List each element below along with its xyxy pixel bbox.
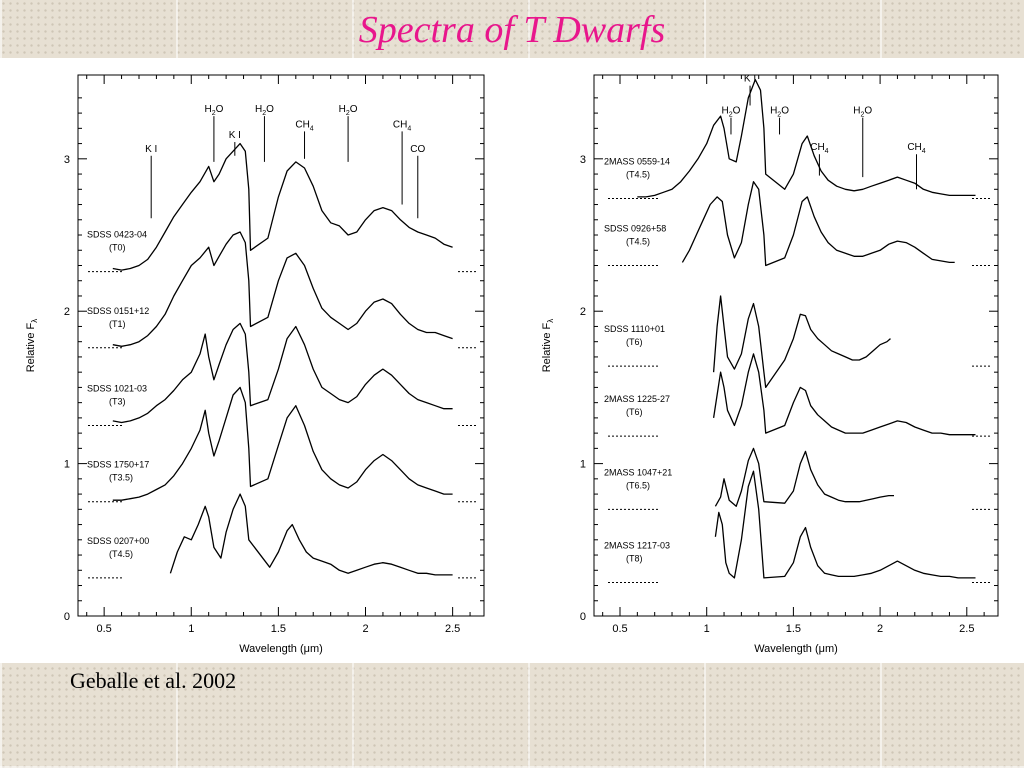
title-band: Spectra of T Dwarfs [0,0,1024,58]
feature-label: CH4 [295,119,313,132]
spectrum-line [637,78,976,198]
feature-label: CH4 [393,119,411,132]
right-spectra-chart: 0.5 1 1.5 2 2.5 0 1 2 3 Wavelength (μm) Relative F… [541,74,999,655]
y-tick-label: 0 [580,611,586,623]
x-tick-label: 2.5 [959,623,974,635]
series-type-label: (T4.5) [626,236,650,246]
series-name-label: SDSS 1750+17 [87,460,149,470]
feature-label: H2O [722,106,741,119]
x-tick-label: 2.5 [445,623,460,635]
spectrum-line [112,322,453,424]
footer-band: Geballe et al. 2002 [0,663,1024,768]
series-type-label: (T6) [626,407,643,417]
feature-label: H2O [339,104,358,117]
feature-label: CH4 [907,142,925,155]
x-tick-label: 1.5 [271,623,286,635]
feature-label: K I [145,144,157,155]
y-tick-label: 3 [580,154,586,166]
y-tick-label: 2 [64,306,70,318]
feature-label: CO [410,144,425,155]
y-tick-label: 0 [64,611,70,623]
y-axis-label: Relative Fλ [541,319,555,373]
feature-label: H2O [770,106,789,119]
x-tick-label: 1 [704,623,710,635]
x-axis-label: Wavelength (μm) [754,643,838,655]
spectrum-line [712,295,891,389]
y-tick-label: 1 [580,459,586,471]
feature-label: H2O [853,106,872,119]
x-tick-label: 1 [188,623,194,635]
x-axis-label: Wavelength (μm) [239,643,323,655]
spectrum-line [681,181,955,267]
spectrum-line [169,493,453,576]
series-name-label: SDSS 0151+12 [87,306,149,316]
series-name-label: SDSS 0423-04 [87,230,147,240]
y-tick-label: 3 [64,154,70,166]
feature-label: K I [744,74,756,85]
series-name-label: 2MASS 1047+21 [604,467,672,477]
series-name-label: 2MASS 1225-27 [604,394,670,404]
x-tick-label: 2 [362,623,368,635]
citation: Geballe et al. 2002 [70,668,237,693]
series-type-label: (T6.5) [626,480,650,490]
y-tick-label: 2 [580,306,586,318]
x-tick-label: 1.5 [786,623,801,635]
slide-title: Spectra of T Dwarfs [358,9,666,51]
feature-label: H2O [204,104,223,117]
series-name-label: SDSS 0926+58 [604,223,666,233]
figure-panel: 0.5 1 1.5 2 2.5 0 1 2 3 Wavelength (μm) Relative F… [0,58,1024,663]
feature-label: H2O [255,104,274,117]
spectrum-line [714,447,894,507]
y-axis-label: Relative Fλ [25,319,39,373]
series-type-label: (T4.5) [626,169,650,179]
series-type-label: (T6) [626,337,643,347]
series-type-label: (T3.5) [109,473,133,483]
spectrum-line [112,386,453,501]
feature-label: K I [229,130,241,141]
plot-frame [77,74,485,617]
series-type-label: (T4.5) [109,549,133,559]
series-name-label: SDSS 0207+00 [87,536,149,546]
spectrum-line [714,470,976,579]
y-tick-label: 1 [64,459,70,471]
plot-frame [593,74,999,617]
x-tick-label: 0.5 [96,623,111,635]
x-tick-label: 2 [877,623,883,635]
spectrum-line [112,142,453,271]
series-type-label: (T3) [109,397,126,407]
x-tick-label: 0.5 [612,623,627,635]
spectrum-line [712,353,976,436]
series-name-label: SDSS 1110+01 [604,324,665,334]
left-spectra-chart: 0.5 1 1.5 2 2.5 0 1 2 3 Wavelength (μm) Relative F… [25,74,485,655]
series-name-label: SDSS 1021-03 [87,384,147,394]
spectrum-line [112,231,453,347]
series-type-label: (T1) [109,319,126,329]
series-name-label: 2MASS 0559-14 [604,156,670,166]
series-name-label: 2MASS 1217-03 [604,540,670,550]
feature-label: CH4 [810,142,828,155]
series-type-label: (T8) [626,553,643,563]
series-type-label: (T0) [109,243,126,253]
